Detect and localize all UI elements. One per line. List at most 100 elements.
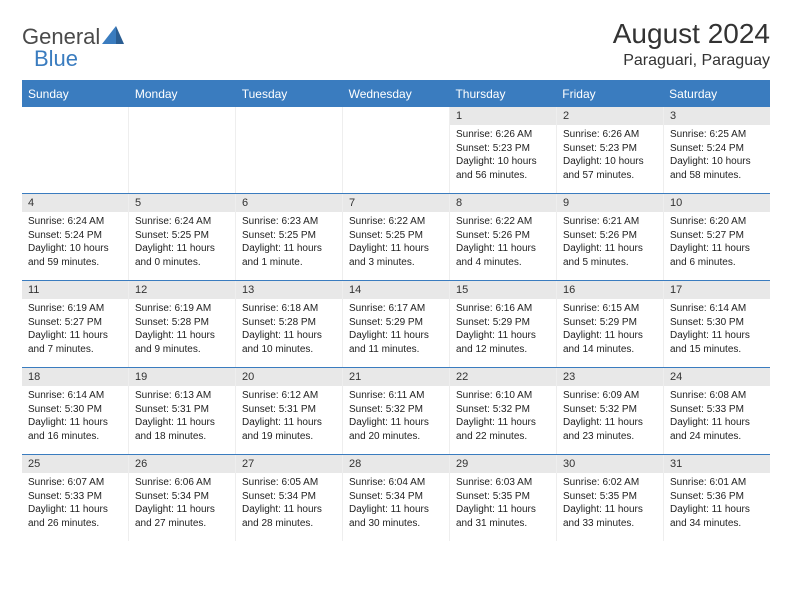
sunrise-text: Sunrise: 6:06 AM [135,476,229,490]
day-body: Sunrise: 6:01 AMSunset: 5:36 PMDaylight:… [664,473,770,534]
sunrise-text: Sunrise: 6:20 AM [670,215,764,229]
sunset-text: Sunset: 5:33 PM [670,403,764,417]
header: General August 2024 Paraguari, Paraguay [22,18,770,70]
day-body: Sunrise: 6:19 AMSunset: 5:28 PMDaylight:… [129,299,235,360]
day-cell: 23Sunrise: 6:09 AMSunset: 5:32 PMDayligh… [557,368,664,454]
day-cell: 10 Sunrise: 6:20 AMSunset: 5:27 PMDayligh… [664,194,770,280]
week-row: 11Sunrise: 6:19 AMSunset: 5:27 PMDayligh… [22,280,770,367]
sunset-text: Sunset: 5:30 PM [28,403,122,417]
day-number: 28 [343,455,449,473]
day-number: 18 [22,368,128,386]
day-number: 13 [236,281,342,299]
day-cell: 6Sunrise: 6:23 AMSunset: 5:25 PMDaylight… [236,194,343,280]
day-body: Sunrise: 6:04 AMSunset: 5:34 PMDaylight:… [343,473,449,534]
daylight-text: Daylight: 11 hours and 19 minutes. [242,416,336,443]
day-body: Sunrise: 6:22 AMSunset: 5:25 PMDaylight:… [343,212,449,273]
day-number: 3 [664,107,770,125]
sunrise-text: Sunrise: 6:10 AM [456,389,550,403]
day-number: 12 [129,281,235,299]
weekday-sunday: Sunday [22,82,129,106]
sunset-text: Sunset: 5:29 PM [456,316,550,330]
day-cell-empty: . [236,107,343,193]
sunset-text: Sunset: 5:24 PM [670,142,764,156]
sunrise-text: Sunrise: 6:09 AM [563,389,657,403]
daylight-text: Daylight: 11 hours and 12 minutes. [456,329,550,356]
sunset-text: Sunset: 5:25 PM [242,229,336,243]
day-body: Sunrise: 6:13 AMSunset: 5:31 PMDaylight:… [129,386,235,447]
daylight-text: Daylight: 11 hours and 28 minutes. [242,503,336,530]
day-cell: 21Sunrise: 6:11 AMSunset: 5:32 PMDayligh… [343,368,450,454]
sunrise-text: Sunrise: 6:05 AM [242,476,336,490]
daylight-text: Daylight: 11 hours and 1 minute. [242,242,336,269]
day-body: Sunrise: 6:26 AMSunset: 5:23 PMDaylight:… [450,125,556,186]
day-cell-empty: . [22,107,129,193]
daylight-text: Daylight: 11 hours and 5 minutes. [563,242,657,269]
day-body: Sunrise: 6:19 AMSunset: 5:27 PMDaylight:… [22,299,128,360]
day-cell: 1Sunrise: 6:26 AMSunset: 5:23 PMDaylight… [450,107,557,193]
day-number: 25 [22,455,128,473]
sunset-text: Sunset: 5:24 PM [28,229,122,243]
day-body: Sunrise: 6:10 AMSunset: 5:32 PMDaylight:… [450,386,556,447]
sunset-text: Sunset: 5:31 PM [135,403,229,417]
sunset-text: Sunset: 5:31 PM [242,403,336,417]
sunset-text: Sunset: 5:27 PM [670,229,764,243]
daylight-text: Daylight: 11 hours and 27 minutes. [135,503,229,530]
daylight-text: Daylight: 11 hours and 14 minutes. [563,329,657,356]
calendar-page: General August 2024 Paraguari, Paraguay … [0,0,792,559]
day-cell: 26 Sunrise: 6:06 AMSunset: 5:34 PMDayligh… [129,455,236,541]
day-cell: 15Sunrise: 6:16 AMSunset: 5:29 PMDayligh… [450,281,557,367]
day-number: 17 [664,281,770,299]
sunrise-text: Sunrise: 6:12 AM [242,389,336,403]
day-number: 26 [129,455,235,473]
day-body: Sunrise: 6:16 AMSunset: 5:29 PMDaylight:… [450,299,556,360]
sunset-text: Sunset: 5:29 PM [563,316,657,330]
sunset-text: Sunset: 5:34 PM [135,490,229,504]
daylight-text: Daylight: 11 hours and 20 minutes. [349,416,443,443]
weekday-thursday: Thursday [449,82,556,106]
week-row: ....1Sunrise: 6:26 AMSunset: 5:23 PMDayl… [22,106,770,193]
sunset-text: Sunset: 5:29 PM [349,316,443,330]
day-body: Sunrise: 6:08 AMSunset: 5:33 PMDaylight:… [664,386,770,447]
daylight-text: Daylight: 11 hours and 6 minutes. [670,242,764,269]
sunrise-text: Sunrise: 6:26 AM [456,128,550,142]
day-cell: 20Sunrise: 6:12 AMSunset: 5:31 PMDayligh… [236,368,343,454]
day-number: 31 [664,455,770,473]
sunset-text: Sunset: 5:23 PM [563,142,657,156]
day-number: 22 [450,368,556,386]
sunset-text: Sunset: 5:36 PM [670,490,764,504]
daylight-text: Daylight: 11 hours and 3 minutes. [349,242,443,269]
daylight-text: Daylight: 10 hours and 57 minutes. [563,155,657,182]
weekday-wednesday: Wednesday [343,82,450,106]
week-row: 4Sunrise: 6:24 AMSunset: 5:24 PMDaylight… [22,193,770,280]
day-cell: 11Sunrise: 6:19 AMSunset: 5:27 PMDayligh… [22,281,129,367]
day-cell: 31Sunrise: 6:01 AMSunset: 5:36 PMDayligh… [664,455,770,541]
sunset-text: Sunset: 5:33 PM [28,490,122,504]
day-number: 11 [22,281,128,299]
day-number: 10 [664,194,770,212]
daylight-text: Daylight: 11 hours and 10 minutes. [242,329,336,356]
daylight-text: Daylight: 10 hours and 56 minutes. [456,155,550,182]
sunset-text: Sunset: 5:28 PM [135,316,229,330]
day-body: Sunrise: 6:14 AMSunset: 5:30 PMDaylight:… [664,299,770,360]
week-row: 25Sunrise: 6:07 AMSunset: 5:33 PMDayligh… [22,454,770,541]
day-body: Sunrise: 6:24 AMSunset: 5:25 PMDaylight:… [129,212,235,273]
day-number: 20 [236,368,342,386]
sunrise-text: Sunrise: 6:24 AM [135,215,229,229]
day-body: Sunrise: 6:12 AMSunset: 5:31 PMDaylight:… [236,386,342,447]
day-number: 19 [129,368,235,386]
daylight-text: Daylight: 11 hours and 33 minutes. [563,503,657,530]
sunset-text: Sunset: 5:34 PM [242,490,336,504]
day-number: 27 [236,455,342,473]
sunrise-text: Sunrise: 6:22 AM [456,215,550,229]
day-number: 15 [450,281,556,299]
day-cell: 16Sunrise: 6:15 AMSunset: 5:29 PMDayligh… [557,281,664,367]
day-cell: 9Sunrise: 6:21 AMSunset: 5:26 PMDaylight… [557,194,664,280]
daylight-text: Daylight: 11 hours and 22 minutes. [456,416,550,443]
sunrise-text: Sunrise: 6:04 AM [349,476,443,490]
sunrise-text: Sunrise: 6:14 AM [28,389,122,403]
logo-triangle-icon [102,26,124,49]
day-body: Sunrise: 6:14 AMSunset: 5:30 PMDaylight:… [22,386,128,447]
weekday-monday: Monday [129,82,236,106]
sunrise-text: Sunrise: 6:17 AM [349,302,443,316]
week-row: 18Sunrise: 6:14 AMSunset: 5:30 PMDayligh… [22,367,770,454]
